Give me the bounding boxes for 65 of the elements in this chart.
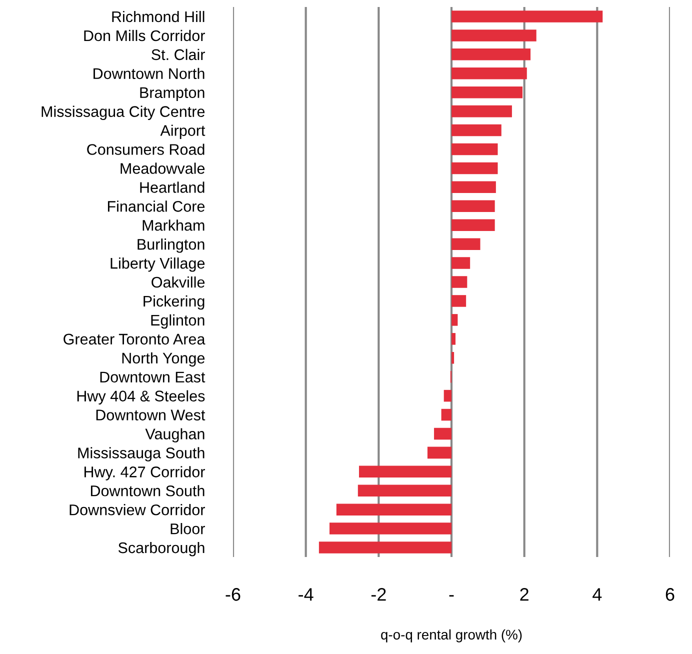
y-tick-label: Mississagua City Centre bbox=[42, 106, 205, 120]
bar bbox=[359, 466, 452, 478]
y-tick-label: Meadowvale bbox=[120, 162, 205, 174]
y-tick-label: Airport bbox=[160, 124, 206, 139]
bar bbox=[452, 143, 498, 156]
y-tick-label: Greater Toronto Area bbox=[64, 334, 206, 345]
y-tick-label: Pickering bbox=[144, 295, 204, 310]
y-tick-label: Mississauga South bbox=[78, 447, 204, 462]
x-axis-title: q-o-q rental growth (%) bbox=[381, 629, 522, 642]
y-tick-label: Brampton bbox=[140, 87, 204, 102]
y-tick-label: North Yonge bbox=[122, 352, 205, 367]
y-tick-label: Richmond Hill bbox=[112, 10, 204, 22]
bar bbox=[452, 124, 502, 136]
bar bbox=[452, 105, 512, 118]
y-tick-label: Liberty Village bbox=[110, 258, 205, 272]
y-tick-label: Burlington bbox=[138, 238, 204, 253]
bar bbox=[452, 30, 536, 42]
y-tick-label: Scarborough bbox=[118, 542, 204, 556]
y-tick-label: Don Mills Corridor bbox=[84, 30, 205, 42]
y-tick-label: Hwy. 427 Corridor bbox=[84, 466, 205, 480]
bar bbox=[452, 68, 527, 80]
bar bbox=[444, 390, 452, 402]
y-tick-label: Downtown East bbox=[100, 372, 206, 383]
bar bbox=[434, 428, 452, 440]
y-tick-label: Vaughan bbox=[145, 428, 204, 442]
y-tick-label: Eglinton bbox=[151, 314, 204, 329]
bar bbox=[452, 314, 458, 326]
y-tick-label: Financial Core bbox=[108, 200, 205, 212]
bar bbox=[336, 504, 452, 516]
y-tick-label: Oakville bbox=[152, 276, 205, 288]
bar bbox=[452, 162, 498, 174]
y-tick-label: Bloor bbox=[170, 523, 205, 534]
bar bbox=[452, 276, 468, 288]
bar bbox=[452, 86, 523, 98]
bar bbox=[452, 295, 466, 307]
bar bbox=[330, 522, 452, 534]
y-tick-label: Downtown West bbox=[96, 410, 206, 420]
y-tick-label: St. Clair bbox=[152, 48, 205, 60]
bar bbox=[452, 200, 495, 212]
bar bbox=[452, 181, 496, 194]
x-tick-label: 2 bbox=[520, 588, 528, 601]
y-tick-label: Downtown North bbox=[94, 68, 204, 80]
bar bbox=[452, 238, 480, 250]
y-tick-label: Downsview Corridor bbox=[70, 504, 205, 516]
y-tick-label: Hwy 404 & Steeles bbox=[77, 390, 205, 404]
bar bbox=[427, 446, 452, 459]
bar bbox=[452, 219, 495, 231]
bar bbox=[452, 10, 603, 22]
x-tick-label: -4 bbox=[298, 588, 314, 601]
x-tick-label: -2 bbox=[371, 588, 386, 601]
y-tick-label: Markham bbox=[142, 220, 204, 231]
x-tick-label: 6 bbox=[666, 588, 674, 601]
bar bbox=[358, 484, 452, 496]
x-tick-label: 4 bbox=[592, 588, 602, 601]
x-tick-label: -6 bbox=[226, 588, 240, 601]
y-tick-label: Heartland bbox=[140, 182, 204, 193]
x-tick-label: - bbox=[449, 595, 454, 597]
y-tick-label: Consumers Road bbox=[87, 144, 204, 155]
bar bbox=[441, 408, 452, 421]
bar bbox=[452, 257, 470, 269]
bar bbox=[452, 352, 454, 364]
y-tick-label: Downtown South bbox=[90, 485, 204, 496]
bar bbox=[452, 48, 531, 60]
bar bbox=[452, 333, 456, 345]
bar bbox=[318, 542, 452, 554]
